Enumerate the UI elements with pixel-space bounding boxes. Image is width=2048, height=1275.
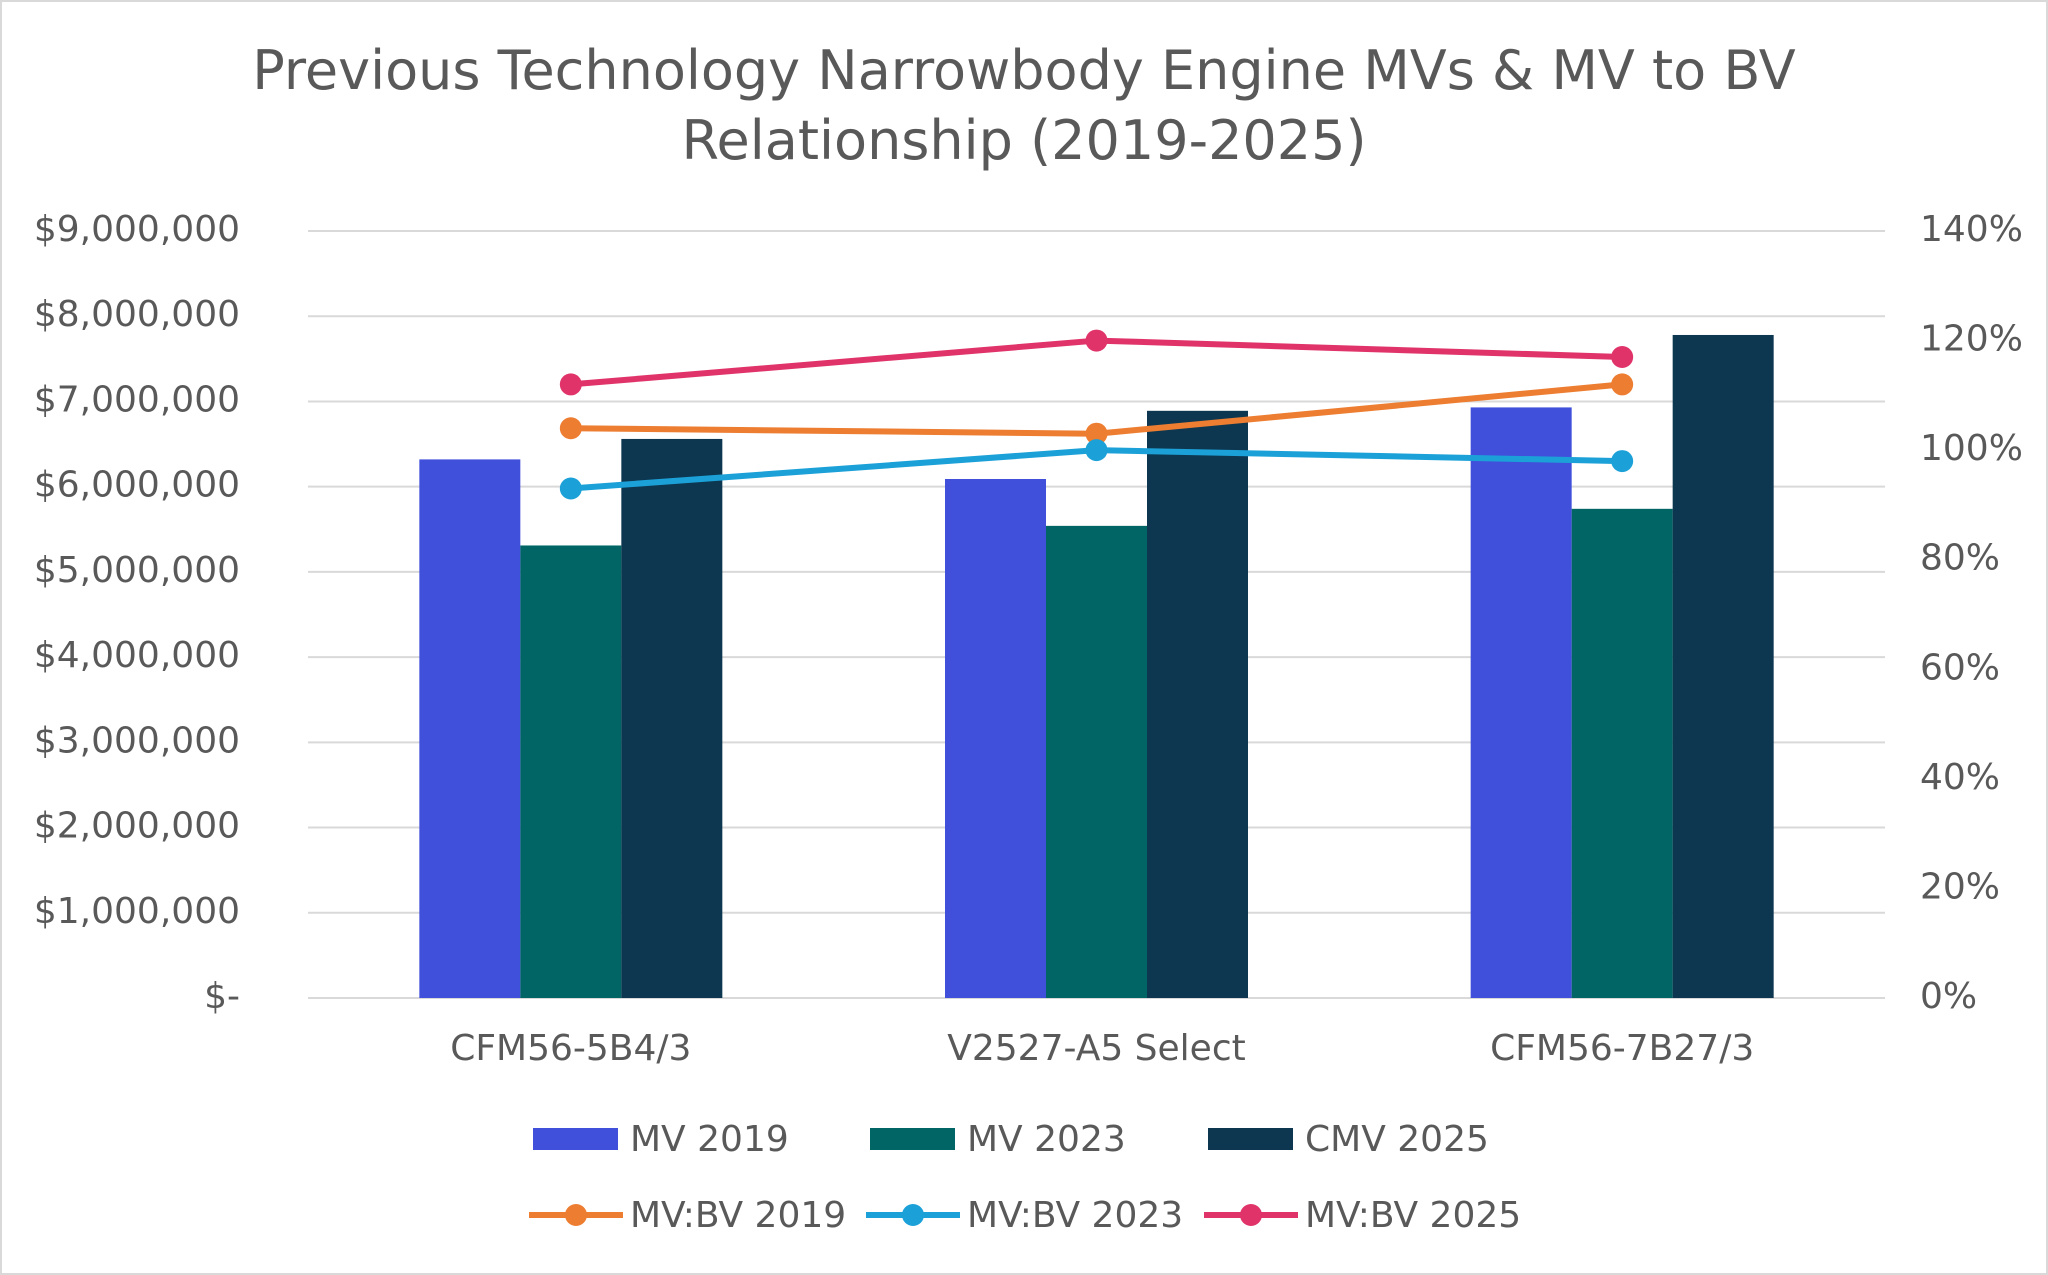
legend-marker xyxy=(1240,1204,1262,1226)
y-tick-label: $8,000,000 xyxy=(34,294,240,335)
line-marker xyxy=(1085,422,1108,445)
y2-tick-label: 100% xyxy=(1920,428,2023,469)
legend-label: MV 2019 xyxy=(630,1119,789,1160)
line-marker xyxy=(1085,439,1108,462)
line-marker xyxy=(559,373,582,396)
bar xyxy=(1470,407,1572,998)
line-marker xyxy=(1611,450,1634,473)
x-tick-label: V2527-A5 Select xyxy=(947,1028,1245,1069)
y-tick-label: $- xyxy=(204,976,240,1017)
y-tick-label: $3,000,000 xyxy=(34,720,240,761)
legend-swatch xyxy=(1208,1128,1293,1150)
legend-label: MV:BV 2019 xyxy=(630,1195,846,1236)
legend-label: MV:BV 2025 xyxy=(1305,1195,1521,1236)
legend-marker xyxy=(902,1204,924,1226)
x-tick-label: CFM56-5B4/3 xyxy=(450,1028,691,1069)
y2-tick-label: 40% xyxy=(1920,757,2000,798)
legend-marker xyxy=(565,1204,587,1226)
bar xyxy=(1672,334,1774,999)
line-marker xyxy=(559,417,582,440)
y-tick-label: $9,000,000 xyxy=(34,209,240,250)
y2-tick-label: 60% xyxy=(1920,647,2000,688)
line-marker xyxy=(1085,329,1108,352)
legend-swatch xyxy=(870,1128,955,1150)
legend-swatch xyxy=(533,1128,618,1150)
legend-label: CMV 2025 xyxy=(1305,1119,1489,1160)
bar xyxy=(621,438,723,998)
bar xyxy=(1046,525,1147,998)
y2-tick-label: 120% xyxy=(1920,319,2023,360)
y-tick-label: $5,000,000 xyxy=(34,550,240,591)
bar xyxy=(945,478,1046,998)
y-tick-label: $2,000,000 xyxy=(34,806,240,847)
legend-label: MV 2023 xyxy=(967,1119,1126,1160)
bar xyxy=(520,545,622,998)
y2-tick-label: 80% xyxy=(1920,538,2000,579)
bar xyxy=(1571,508,1673,998)
bar xyxy=(1147,410,1248,999)
y2-tick-label: 140% xyxy=(1920,209,2023,250)
bar xyxy=(419,459,521,998)
x-tick-label: CFM56-7B27/3 xyxy=(1490,1028,1754,1069)
y2-tick-label: 20% xyxy=(1920,866,2000,907)
legend-label: MV:BV 2023 xyxy=(967,1195,1183,1236)
chart-title: Previous Technology Narrowbody Engine MV… xyxy=(252,39,1796,172)
line-marker xyxy=(1611,373,1634,396)
y2-tick-label: 0% xyxy=(1920,976,1977,1017)
y-tick-label: $6,000,000 xyxy=(34,465,240,506)
line-marker xyxy=(1611,346,1634,369)
y-tick-label: $7,000,000 xyxy=(34,379,240,420)
y-tick-label: $4,000,000 xyxy=(34,635,240,676)
line-marker xyxy=(559,477,582,500)
y-tick-label: $1,000,000 xyxy=(34,891,240,932)
